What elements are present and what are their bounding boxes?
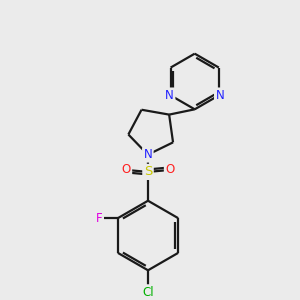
Text: O: O	[165, 164, 175, 176]
Text: S: S	[144, 165, 152, 178]
Text: N: N	[143, 148, 152, 161]
Text: Cl: Cl	[142, 286, 154, 299]
Text: O: O	[122, 164, 131, 176]
Text: N: N	[215, 89, 224, 102]
Text: F: F	[96, 212, 102, 225]
Text: N: N	[165, 89, 174, 102]
